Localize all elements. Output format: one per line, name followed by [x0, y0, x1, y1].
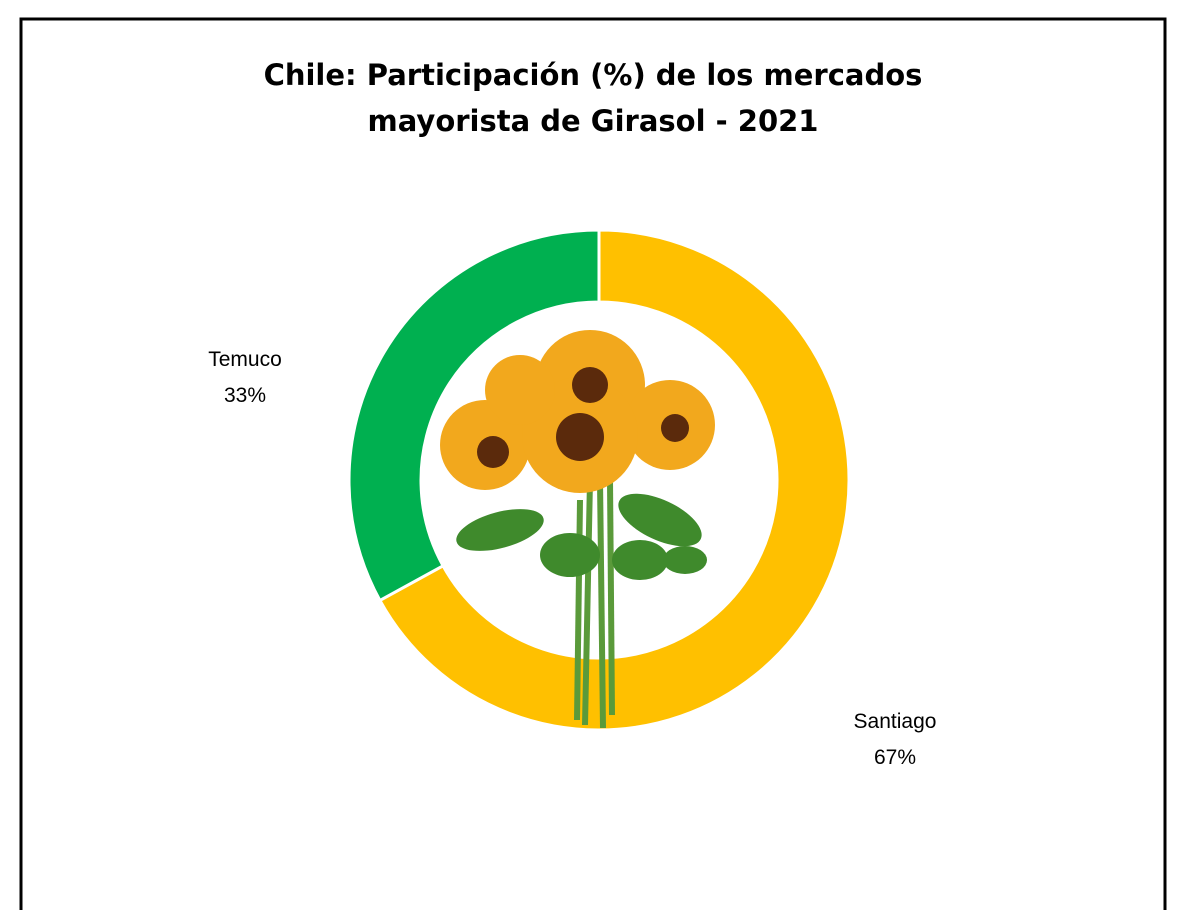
value-label: 33%: [224, 384, 266, 407]
page: Santiago 67% Temuco 33% Chile: Participació…: [0, 0, 1186, 910]
category-label: Santiago: [854, 710, 937, 733]
chart-title: Chile: Participación (%) de los mercados…: [193, 52, 993, 144]
category-label: Temuco: [208, 348, 282, 371]
value-label: 67%: [874, 746, 916, 769]
